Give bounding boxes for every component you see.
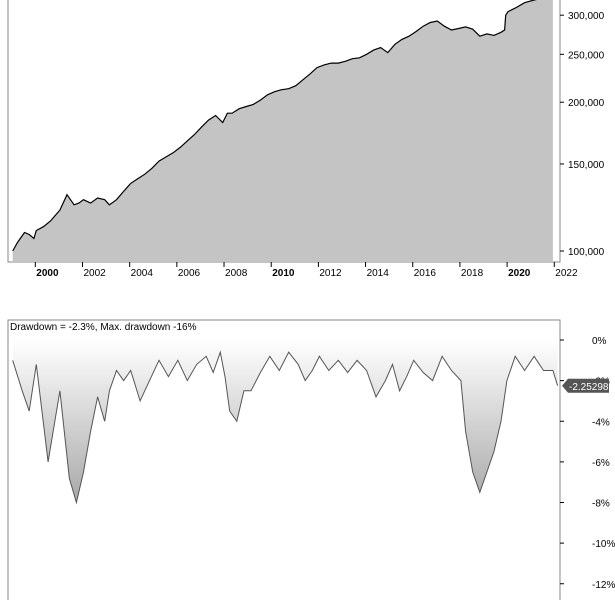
equity-x-tick-label: 2000	[36, 268, 59, 279]
drawdown-line	[12, 350, 559, 505]
drawdown-y-tick-label: -12%	[592, 580, 615, 591]
drawdown-y-tick-label: 0%	[592, 336, 607, 347]
drawdown-y-tick-label: -8%	[592, 499, 610, 510]
equity-x-tick-label: 2018	[461, 268, 484, 279]
equity-x-axis: 2000 2002 2004 2006 2008 2010 2012 2014 2016 2018…	[34, 262, 578, 279]
equity-x-tick-label: 2010	[272, 268, 295, 279]
drawdown-y-axis: 0%-2%-4%-6%-8%-10%-12%	[560, 336, 615, 591]
equity-x-tick-label: 2020	[508, 268, 531, 279]
equity-x-tick-label: 2002	[83, 268, 106, 279]
current-drawdown-value: -2.25298	[569, 382, 609, 393]
current-drawdown-marker: -2.25298	[562, 378, 609, 393]
equity-x-tick-label: 2012	[319, 268, 342, 279]
equity-chart: 100,000 150,000 200,000 250,000 300,000 2000…	[7, 0, 605, 279]
drawdown-title: Drawdown = -2.3%, Max. drawdown -16%	[10, 322, 197, 333]
equity-area	[12, 0, 553, 262]
drawdown-y-tick-label: -6%	[592, 458, 610, 469]
current-drawdown-marker-shape	[562, 378, 609, 393]
drawdown-y-tick-label: -4%	[592, 417, 610, 428]
drawdown-chart: Drawdown = -2.3%, Max. drawdown -16% 0% -…	[7, 319, 615, 600]
equity-y-tick-label: 250,000	[568, 50, 605, 61]
drawdown-area	[12, 340, 558, 503]
equity-x-tick-label: 2022	[555, 268, 578, 279]
equity-x-tick-label: 2006	[178, 268, 201, 279]
equity-y-tick-label: 200,000	[568, 98, 605, 109]
equity-line	[12, 0, 537, 252]
equity-x-tick-label: 2004	[131, 268, 154, 279]
equity-x-tick-label: 2016	[414, 268, 437, 279]
equity-y-tick-label: 150,000	[568, 160, 605, 171]
equity-x-tick-label: 2008	[225, 268, 248, 279]
drawdown-y-tick-label: -10%	[592, 539, 615, 550]
equity-y-tick-label: 300,000	[568, 11, 605, 22]
equity-y-axis: 100,000 150,000 200,000 250,000 300,000	[560, 11, 605, 258]
equity-x-tick-label: 2014	[367, 268, 390, 279]
equity-y-tick-label: 100,000	[568, 247, 605, 258]
